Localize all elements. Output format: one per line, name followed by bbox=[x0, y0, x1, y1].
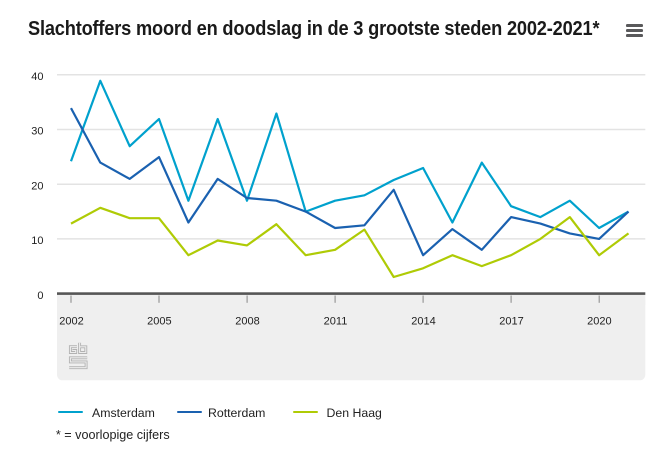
svg-text:2020: 2020 bbox=[587, 316, 611, 328]
svg-text:2002: 2002 bbox=[59, 316, 83, 328]
svg-text:40: 40 bbox=[31, 71, 43, 83]
svg-text:2017: 2017 bbox=[499, 316, 523, 328]
svg-text:20: 20 bbox=[31, 180, 43, 192]
svg-text:2008: 2008 bbox=[235, 316, 259, 328]
svg-text:10: 10 bbox=[31, 235, 43, 247]
svg-text:2014: 2014 bbox=[411, 316, 435, 328]
svg-text:2005: 2005 bbox=[147, 316, 171, 328]
svg-text:0: 0 bbox=[37, 290, 43, 302]
svg-text:2011: 2011 bbox=[324, 316, 348, 328]
svg-text:30: 30 bbox=[31, 126, 43, 138]
